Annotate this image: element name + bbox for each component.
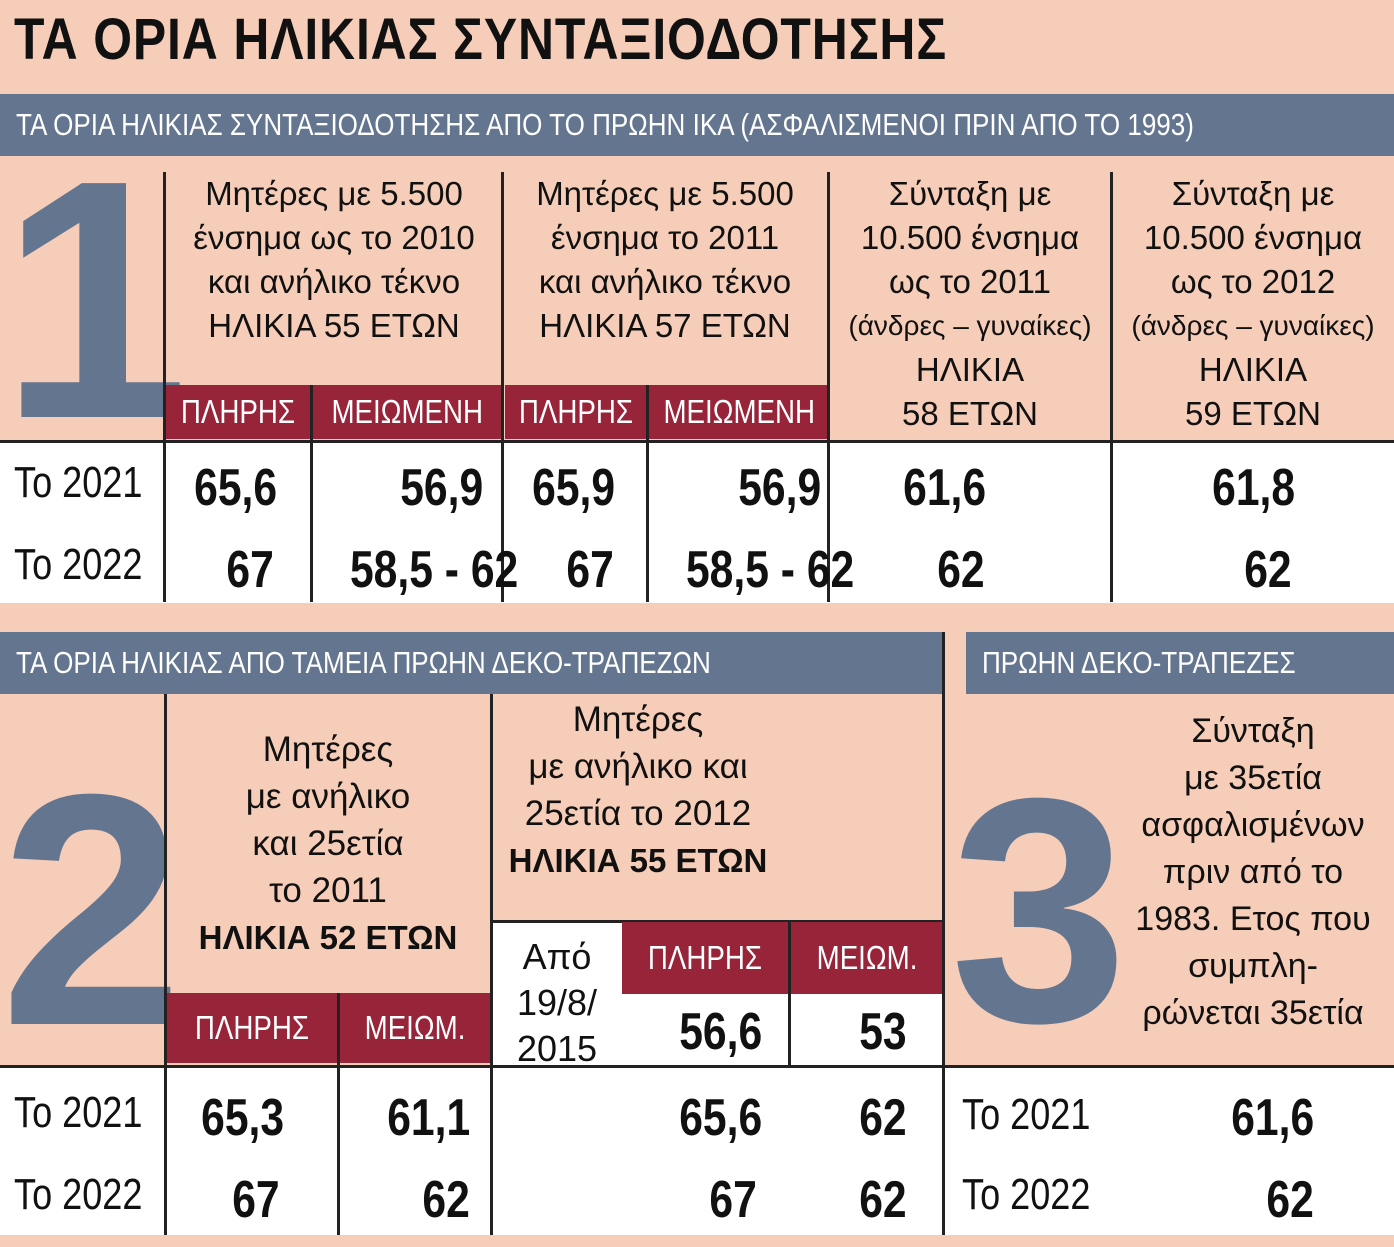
page-title: ΤΑ ΟΡΙΑ ΗΛΙΚΙΑΣ ΣΥΝΤΑΞΙΟΔΟΤΗΣΗΣ [14,7,948,72]
s1-value: 62 [1244,541,1292,599]
s3-value: 62 [1266,1171,1314,1229]
s3-divider [945,1065,1394,1068]
section1-col1-full-header: ΠΛΗΡΗΣ [166,385,310,439]
s2-vline [490,694,493,1235]
s1-row-label: Το 2021 [14,458,143,507]
section3-number: 3 [950,731,1128,1089]
s3-value: 61,6 [1231,1089,1314,1147]
s2-value: 56,6 [679,1003,762,1061]
s1-value: 67 [226,541,274,599]
s1-value: 58,5 - 62 [349,541,519,599]
s2-divider [0,1065,942,1068]
section2-heading-band: ΤΑ ΟΡΙΑ ΗΛΙΚΙΑΣ ΑΠΟ ΤΑΜΕΙΑ ΠΡΩΗΝ ΔΕΚΟ-ΤΡ… [0,632,942,694]
s2-value: 62 [859,1089,907,1147]
section2-col2-full-header: ΠΛΗΡΗΣ [622,922,788,994]
s2-row-label: Το 2022 [14,1170,143,1219]
section2-col2-desc: Μητέρες με ανήλικο και 25ετία το 2012 ΗΛΙΚ… [508,700,768,879]
section1-col2-full-header: ΠΛΗΡΗΣ [505,385,646,439]
section1-col2-desc: Μητέρες με 5.500 ένσημα το 2011 και ανήλικ… [536,175,794,344]
s1-row-label: Το 2022 [14,540,143,589]
s2-row-label: Το 2021 [14,1088,143,1137]
section1-number: 1 [0,110,190,490]
s1-vline [310,385,313,602]
s1-vline [646,385,649,602]
section3-heading-band: ΠΡΩΗΝ ΔΕΚΟ-ΤΡΑΠΕΖΕΣ [966,632,1394,694]
s2-divider [493,920,942,923]
s2-value: 67 [232,1171,280,1229]
s1-value: 65,6 [194,459,278,517]
section1-heading-band: ΤΑ ΟΡΙΑ ΗΛΙΚΙΑΣ ΣΥΝΤΑΞΙΟΔΟΤΗΣΗΣ ΑΠΟ ΤΟ Π… [0,94,1394,156]
s1-value: 56,9 [738,459,821,517]
s2-value: 62 [859,1171,907,1229]
s1-value: 65,9 [532,459,616,517]
section1-data-area [0,441,1394,603]
section1-col1-reduced-header: ΜΕΙΩΜΕΝΗ [313,385,501,439]
s2-value: 65,6 [679,1089,762,1147]
s1-vline [501,172,504,602]
s1-value: 58,5 - 62 [685,541,855,599]
section2-from-label: Από 19/8/2015 [516,936,598,1069]
s1-value: 61,8 [1212,459,1295,517]
section2-data-area [0,1067,942,1235]
section2-heading: ΤΑ ΟΡΙΑ ΗΛΙΚΙΑΣ ΑΠΟ ΤΑΜΕΙΑ ΠΡΩΗΝ ΔΕΚΟ-ΤΡ… [16,645,711,680]
section1-col1-desc: Μητέρες με 5.500 ένσημα ως το 2010 και ανή… [193,175,475,344]
s2-vline [942,632,945,1235]
s1-value: 61,6 [903,459,987,517]
s1-vline [163,172,166,602]
section3-desc: Σύνταξη με 35ετία ασφαλισμένων πριν από το 1… [1135,712,1371,1032]
s2-value: 53 [859,1003,907,1061]
section2-col1-full-header: ΠΛΗΡΗΣ [166,993,337,1063]
section3-heading: ΠΡΩΗΝ ΔΕΚΟ-ΤΡΑΠΕΖΕΣ [982,645,1296,680]
s1-vline [827,172,830,602]
s2-value: 65,3 [201,1089,285,1147]
s3-row-label: Το 2021 [962,1090,1091,1139]
section2-col2-reduced-header: ΜΕΙΩΜ. [791,922,942,994]
s2-value: 62 [422,1171,470,1229]
section1-heading: ΤΑ ΟΡΙΑ ΗΛΙΚΙΑΣ ΣΥΝΤΑΞΙΟΔΟΤΗΣΗΣ ΑΠΟ ΤΟ Π… [16,107,1194,142]
section2-col1-reduced-header: ΜΕΙΩΜ. [340,993,490,1063]
s2-vline [164,694,167,1235]
s2-vline [337,993,340,1235]
section3-data-area [945,1067,1394,1235]
section2-col1-desc: Μητέρες με ανήλικο και 25ετία το 2011 ΗΛΙΚΙ… [198,730,458,956]
s1-value: 67 [566,541,614,599]
s3-row-label: Το 2022 [962,1170,1091,1219]
s2-value: 61,1 [387,1089,470,1147]
section1-col3-desc: Σύνταξη με 10.500 ένσημα ως το 2011 (άνδρε… [848,175,1092,432]
section2-number: 2 [0,725,184,1094]
s2-vline [788,922,791,1066]
s2-value: 67 [709,1171,757,1229]
section1-divider [0,440,1394,443]
s1-value: 62 [937,541,985,599]
s1-value: 56,9 [400,459,483,517]
s1-vline [1110,172,1113,602]
section1-col2-reduced-header: ΜΕΙΩΜΕΝΗ [649,385,827,439]
section1-col4-desc: Σύνταξη με 10.500 ένσημα ως το 2012 (άνδρε… [1131,175,1375,432]
